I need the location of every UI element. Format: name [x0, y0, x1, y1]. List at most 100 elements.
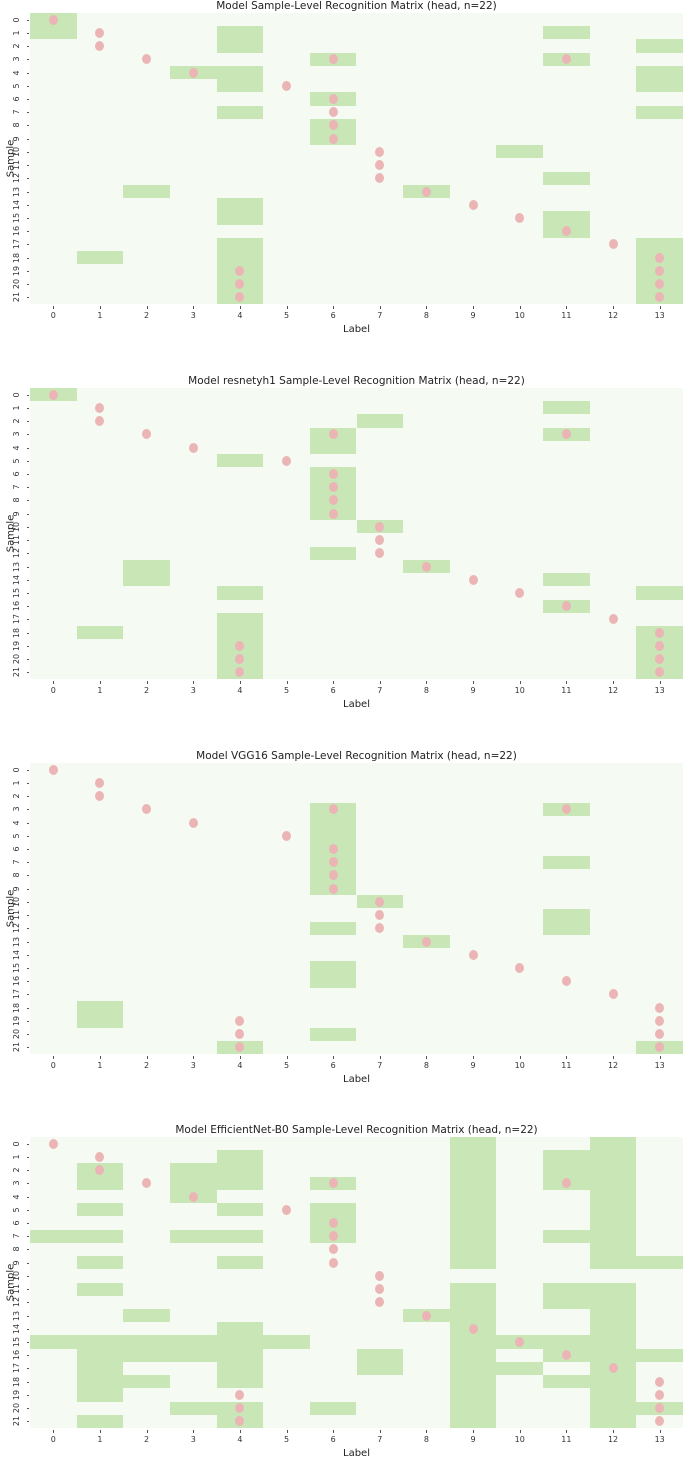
- y-tick-label: 0: [12, 392, 21, 398]
- true-label-dot: [235, 1389, 245, 1400]
- true-label-dot: [375, 173, 385, 184]
- true-label-dot: [561, 976, 571, 987]
- y-tick-mark: [27, 257, 29, 259]
- true-label-dot: [235, 1029, 245, 1040]
- true-label-dot: [561, 226, 571, 237]
- x-tick-mark: [613, 306, 615, 309]
- predicted-cell: [589, 1242, 637, 1257]
- y-tick-mark: [27, 835, 29, 837]
- predicted-cell: [76, 1176, 124, 1190]
- predicted-cell: [169, 1176, 217, 1190]
- true-label-dot: [561, 804, 571, 815]
- y-tick-mark: [27, 1236, 29, 1238]
- x-tick-label: 1: [97, 686, 103, 695]
- x-tick-mark: [239, 681, 241, 684]
- true-label-dot: [188, 1191, 198, 1202]
- true-label-dot: [655, 667, 665, 678]
- y-tick-label: 19: [12, 1015, 21, 1027]
- true-label-dot: [375, 146, 385, 157]
- y-tick-label: 5: [12, 83, 21, 89]
- y-tick-mark: [27, 566, 29, 568]
- predicted-cell: [543, 1282, 590, 1296]
- predicted-cell: [449, 1401, 497, 1415]
- y-tick-label: 4: [12, 69, 21, 76]
- y-tick-mark: [27, 1034, 29, 1036]
- x-tick-mark: [333, 681, 335, 684]
- x-tick-label: 8: [423, 1435, 429, 1444]
- y-tick-mark: [27, 1328, 29, 1330]
- predicted-cell: [589, 1375, 637, 1389]
- x-axis-label: Label: [343, 1074, 370, 1085]
- predicted-cell: [76, 1388, 124, 1402]
- predicted-cell: [449, 1361, 497, 1376]
- true-label-dot: [655, 1376, 665, 1387]
- predicted-cell: [356, 1361, 404, 1376]
- y-tick-mark: [27, 579, 29, 581]
- y-tick-mark: [27, 85, 29, 87]
- y-axis-label: Sample: [5, 514, 17, 552]
- true-label-dot: [95, 41, 105, 52]
- heatmap-plot-area: [30, 388, 683, 679]
- x-tick-mark: [566, 1430, 568, 1433]
- true-label-dot: [328, 482, 338, 493]
- y-tick-label: 14: [12, 949, 21, 960]
- x-tick-label: 5: [283, 686, 290, 695]
- true-label-dot: [375, 923, 385, 934]
- heatmap-plot-area: [30, 13, 683, 304]
- true-label-dot: [328, 120, 338, 131]
- x-tick-label: 10: [514, 311, 525, 320]
- predicted-cell: [449, 1335, 497, 1349]
- predicted-cell: [589, 1335, 637, 1349]
- true-label-dot: [561, 54, 571, 65]
- predicted-cell: [76, 1375, 124, 1389]
- true-label-dot: [328, 1178, 338, 1189]
- true-label-dot: [655, 1015, 665, 1026]
- true-label-dot: [328, 508, 338, 519]
- predicted-cell: [169, 1401, 217, 1415]
- x-tick-label: 3: [190, 1061, 196, 1070]
- x-tick-mark: [426, 681, 428, 684]
- x-tick-mark: [239, 1430, 241, 1433]
- predicted-cell: [449, 1163, 497, 1177]
- true-label-dot: [655, 654, 665, 665]
- y-tick-label: 0: [12, 1141, 21, 1147]
- y-tick-label: 21: [12, 292, 21, 303]
- predicted-cell: [589, 1401, 637, 1415]
- predicted-cell: [449, 1375, 497, 1389]
- predicted-cell: [449, 1137, 497, 1151]
- predicted-cell: [169, 1348, 217, 1362]
- x-tick-mark: [193, 1056, 195, 1059]
- true-label-dot: [142, 429, 152, 440]
- predicted-cell: [123, 184, 170, 199]
- y-tick-mark: [27, 553, 29, 555]
- x-tick-mark: [519, 1056, 521, 1059]
- true-label-dot: [608, 1363, 618, 1374]
- x-tick-mark: [286, 681, 288, 684]
- x-tick-mark: [193, 1430, 195, 1433]
- x-tick-label: 12: [607, 311, 619, 320]
- true-label-dot: [375, 910, 385, 921]
- y-tick-label: 18: [12, 252, 21, 263]
- predicted-cell: [449, 1150, 497, 1164]
- predicted-cell: [76, 1414, 124, 1428]
- x-tick-label: 11: [561, 1061, 572, 1070]
- true-label-dot: [142, 54, 152, 65]
- predicted-cell: [309, 1203, 357, 1217]
- heatmap-plot-area: [30, 763, 683, 1054]
- predicted-cell: [449, 1216, 497, 1230]
- true-label-dot: [655, 279, 665, 290]
- y-tick-mark: [27, 1047, 29, 1049]
- true-label-dot: [655, 1042, 665, 1053]
- x-tick-label: 7: [377, 686, 383, 695]
- predicted-cell: [543, 573, 590, 587]
- predicted-cell: [589, 1176, 637, 1190]
- x-tick-label: 7: [377, 1435, 383, 1444]
- y-tick-mark: [27, 1355, 29, 1357]
- y-axis-label: Sample: [5, 889, 17, 927]
- true-label-dot: [328, 54, 338, 65]
- true-label-dot: [515, 963, 525, 974]
- predicted-cell: [589, 1308, 637, 1323]
- y-tick-mark: [27, 19, 29, 21]
- y-tick-label: 1: [12, 405, 21, 411]
- true-label-dot: [235, 279, 245, 290]
